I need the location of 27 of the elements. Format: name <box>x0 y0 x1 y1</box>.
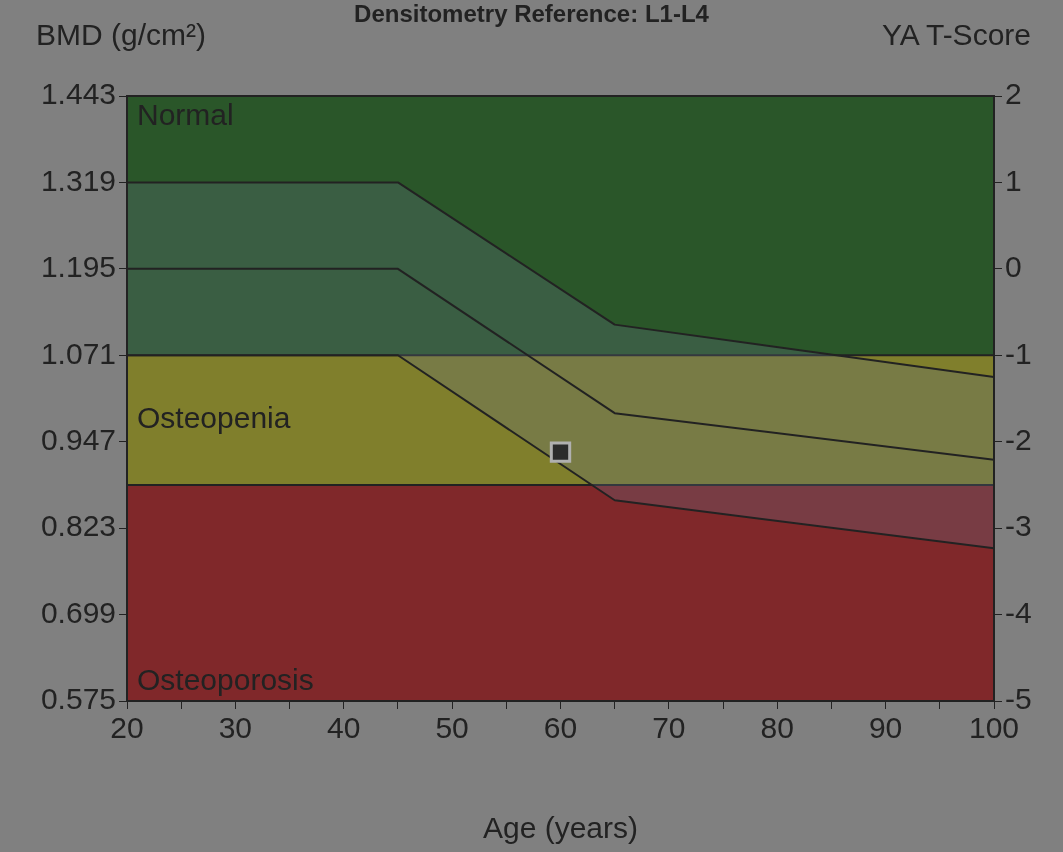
y2-tick-label: 1 <box>1005 163 1022 197</box>
band-label: Osteopenia <box>137 401 291 435</box>
y2-tick-label: -3 <box>1005 509 1032 543</box>
x-tick-label: 90 <box>868 711 903 745</box>
x-tick-label: 30 <box>218 711 253 745</box>
y2-tick-label: 0 <box>1005 250 1022 284</box>
y2-tick-label: -2 <box>1005 422 1032 456</box>
x-tick-label: 60 <box>543 711 578 745</box>
chart-title: Densitometry Reference: L1-L4 <box>354 0 709 27</box>
y-tick-label: 1.319 <box>40 163 116 197</box>
y-tick-label: 1.071 <box>40 336 116 370</box>
y2-tick-label: 2 <box>1005 77 1022 111</box>
y-tick-label: 0.947 <box>40 422 116 456</box>
x-tick-label: 70 <box>652 711 686 745</box>
y-tick-label: 0.823 <box>40 509 116 543</box>
y-axis-title: BMD (g/cm²) <box>36 18 206 52</box>
x-axis-title: Age (years) <box>482 811 639 845</box>
band-label: Osteoporosis <box>137 663 314 697</box>
y2-tick-label: -1 <box>1005 336 1032 370</box>
x-tick-label: 50 <box>435 711 469 745</box>
y-tick-label: 1.443 <box>40 77 116 111</box>
y-tick-label: 0.699 <box>40 595 116 629</box>
x-tick-label: 40 <box>327 711 361 745</box>
x-tick-label: 80 <box>760 711 794 745</box>
y2-tick-label: -4 <box>1005 595 1032 629</box>
y-tick-label: 1.195 <box>40 250 116 284</box>
y2-axis-title: YA T-Score <box>882 18 1031 52</box>
